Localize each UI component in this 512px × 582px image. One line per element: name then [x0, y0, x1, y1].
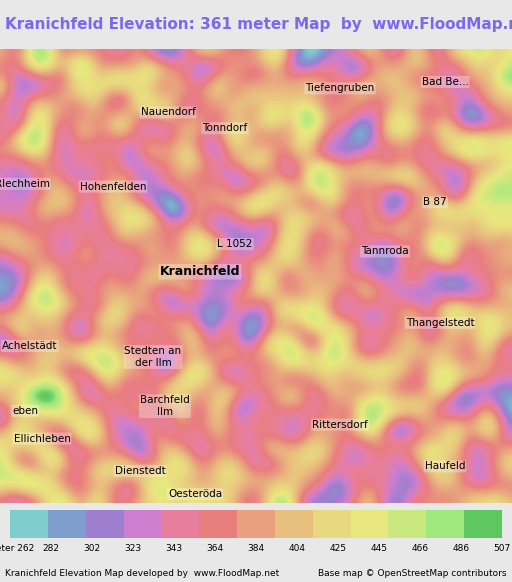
Text: 507: 507: [493, 544, 510, 552]
Text: Base map © OpenStreetMap contributors: Base map © OpenStreetMap contributors: [318, 569, 507, 578]
Text: Achelstädt: Achelstädt: [2, 341, 58, 351]
Bar: [10, 510, 48, 538]
Bar: [275, 510, 313, 538]
Text: Dienstedt: Dienstedt: [115, 466, 165, 476]
Bar: [464, 510, 502, 538]
Text: eben: eben: [12, 406, 38, 416]
Bar: [351, 510, 388, 538]
Text: Tiefengruben: Tiefengruben: [305, 83, 375, 93]
Bar: [86, 510, 124, 538]
Text: Rlechheim: Rlechheim: [0, 179, 50, 189]
Bar: [161, 510, 199, 538]
Bar: [124, 510, 161, 538]
Text: 486: 486: [452, 544, 470, 552]
Bar: [48, 510, 86, 538]
Text: 404: 404: [288, 544, 306, 552]
Text: Thangelstedt: Thangelstedt: [406, 318, 474, 328]
Text: Nauendorf: Nauendorf: [141, 108, 196, 118]
Text: Oesteröda: Oesteröda: [168, 489, 222, 499]
Text: Tonndorf: Tonndorf: [202, 123, 248, 133]
Bar: [199, 510, 237, 538]
Text: Barchfeld
Ilm: Barchfeld Ilm: [140, 395, 190, 417]
Text: Kranichfeld Elevation Map developed by  www.FloodMap.net: Kranichfeld Elevation Map developed by w…: [5, 569, 280, 578]
Text: 384: 384: [247, 544, 265, 552]
Text: 425: 425: [329, 544, 347, 552]
Bar: [388, 510, 426, 538]
Text: 343: 343: [165, 544, 183, 552]
Text: 466: 466: [411, 544, 429, 552]
Text: Rittersdorf: Rittersdorf: [312, 420, 368, 430]
Text: Ellichleben: Ellichleben: [13, 434, 71, 443]
Text: 364: 364: [206, 544, 224, 552]
Text: 445: 445: [370, 544, 388, 552]
Bar: [426, 510, 464, 538]
Text: Kranichfeld: Kranichfeld: [160, 265, 240, 278]
Text: L 1052: L 1052: [217, 239, 253, 249]
Text: Kranichfeld Elevation: 361 meter Map  by  www.FloodMap.net  (beta): Kranichfeld Elevation: 361 meter Map by …: [5, 17, 512, 32]
Text: Tannroda: Tannroda: [361, 246, 409, 257]
Text: Stedten an
der Ilm: Stedten an der Ilm: [124, 346, 182, 368]
Text: meter 262: meter 262: [0, 544, 34, 552]
Text: 302: 302: [83, 544, 101, 552]
Text: 282: 282: [42, 544, 60, 552]
Text: B 87: B 87: [423, 197, 447, 207]
Bar: [313, 510, 351, 538]
Text: Haufeld: Haufeld: [425, 462, 465, 471]
Bar: [237, 510, 275, 538]
Text: Bad Be...: Bad Be...: [421, 77, 468, 87]
Text: Hohenfelden: Hohenfelden: [80, 182, 146, 191]
Text: 323: 323: [124, 544, 142, 552]
